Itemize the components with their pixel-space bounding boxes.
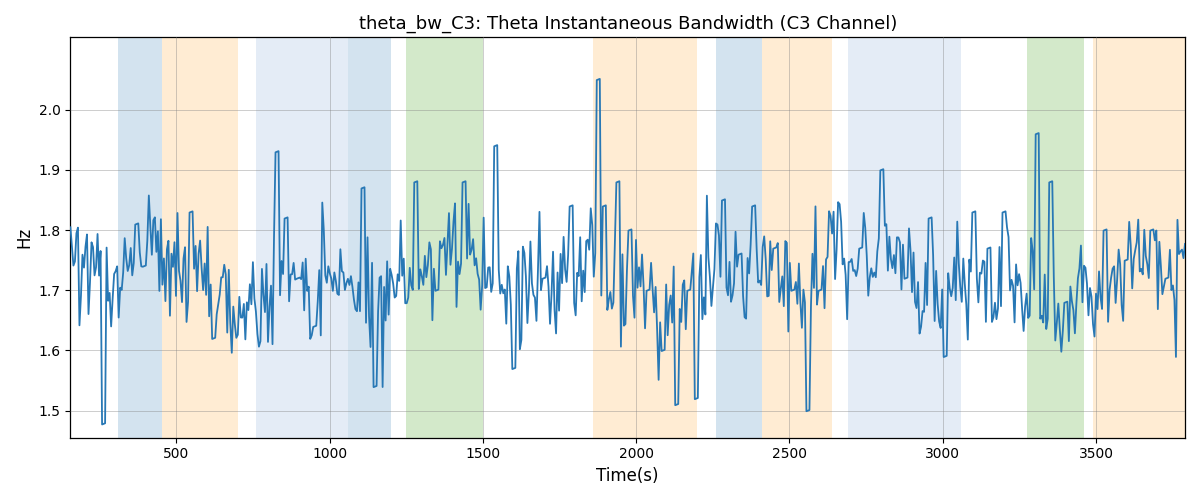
Bar — [162, 38, 238, 438]
Bar — [406, 38, 482, 438]
Bar — [1027, 38, 1084, 438]
Bar — [593, 38, 697, 438]
Bar — [348, 38, 391, 438]
Bar — [762, 38, 833, 438]
Title: theta_bw_C3: Theta Instantaneous Bandwidth (C3 Channel): theta_bw_C3: Theta Instantaneous Bandwid… — [359, 15, 896, 34]
Y-axis label: Hz: Hz — [14, 227, 32, 248]
Bar — [118, 38, 162, 438]
Bar — [716, 38, 762, 438]
Bar — [256, 38, 348, 438]
X-axis label: Time(s): Time(s) — [596, 467, 659, 485]
Bar — [847, 38, 961, 438]
Bar — [1093, 38, 1184, 438]
